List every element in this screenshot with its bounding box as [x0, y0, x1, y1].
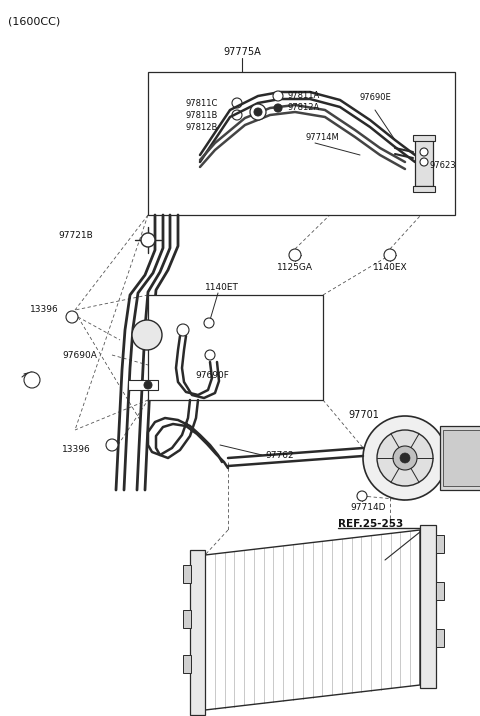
- Text: 97762: 97762: [265, 450, 294, 460]
- Circle shape: [205, 350, 215, 360]
- Bar: [436, 629, 444, 647]
- Bar: [415, 138, 433, 186]
- Bar: [413, 135, 435, 141]
- Circle shape: [393, 446, 417, 470]
- Text: 1125GA: 1125GA: [277, 263, 313, 273]
- Bar: [183, 655, 191, 673]
- Text: 97690A: 97690A: [62, 351, 97, 359]
- Text: 97714D: 97714D: [350, 503, 385, 513]
- Bar: [420, 525, 436, 688]
- Circle shape: [254, 108, 262, 116]
- Text: 97811B: 97811B: [186, 110, 218, 120]
- Text: 97714M: 97714M: [305, 133, 339, 142]
- Circle shape: [289, 249, 301, 261]
- Polygon shape: [205, 530, 420, 710]
- Bar: [183, 565, 191, 583]
- Bar: [148, 72, 455, 215]
- Text: 97701: 97701: [348, 410, 379, 420]
- Bar: [128, 380, 158, 390]
- Bar: [190, 550, 205, 715]
- Circle shape: [66, 311, 78, 323]
- Circle shape: [177, 324, 189, 336]
- Circle shape: [250, 104, 266, 120]
- Bar: [413, 186, 435, 192]
- Bar: [436, 582, 444, 600]
- Text: 13396: 13396: [30, 306, 59, 314]
- Circle shape: [106, 439, 118, 451]
- Circle shape: [377, 430, 433, 486]
- Circle shape: [420, 158, 428, 166]
- Bar: [443, 430, 480, 486]
- Circle shape: [273, 91, 283, 101]
- Text: 97812A: 97812A: [288, 104, 320, 112]
- Circle shape: [420, 148, 428, 156]
- Text: 13396: 13396: [62, 445, 91, 455]
- Text: 1140ET: 1140ET: [205, 284, 239, 293]
- Circle shape: [357, 491, 367, 501]
- Circle shape: [400, 453, 410, 463]
- Text: 1140EX: 1140EX: [372, 263, 408, 273]
- Circle shape: [24, 372, 40, 388]
- Text: 97690E: 97690E: [360, 94, 392, 102]
- Text: 97623: 97623: [430, 160, 456, 170]
- Circle shape: [132, 320, 162, 350]
- Circle shape: [384, 249, 396, 261]
- Circle shape: [141, 233, 155, 247]
- Bar: [183, 610, 191, 628]
- Bar: [148, 295, 323, 400]
- Bar: [436, 535, 444, 553]
- Circle shape: [363, 416, 447, 500]
- Circle shape: [144, 381, 152, 389]
- Text: 97690F: 97690F: [195, 370, 229, 379]
- Text: 97811C: 97811C: [186, 99, 218, 107]
- Bar: [440, 426, 480, 490]
- Circle shape: [204, 318, 214, 328]
- Text: REF.25-253: REF.25-253: [338, 519, 403, 529]
- Text: 97721B: 97721B: [58, 231, 93, 239]
- Text: 97812B: 97812B: [186, 123, 218, 132]
- Text: 97775A: 97775A: [223, 47, 261, 57]
- Circle shape: [274, 104, 282, 112]
- Text: 97811A: 97811A: [288, 92, 320, 100]
- Text: (1600CC): (1600CC): [8, 17, 60, 27]
